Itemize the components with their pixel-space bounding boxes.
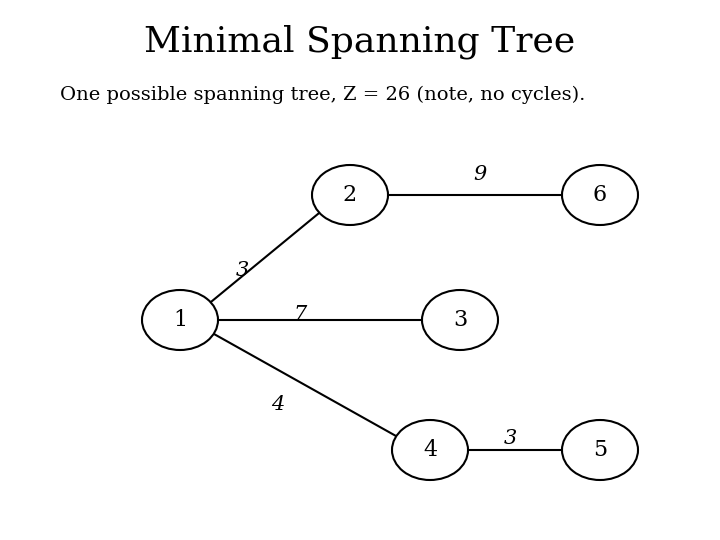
Text: 2: 2 bbox=[343, 184, 357, 206]
Text: 9: 9 bbox=[473, 165, 487, 185]
Text: 7: 7 bbox=[293, 306, 307, 325]
Text: 4: 4 bbox=[271, 395, 284, 415]
Text: 3: 3 bbox=[235, 260, 248, 280]
Ellipse shape bbox=[422, 290, 498, 350]
Ellipse shape bbox=[562, 420, 638, 480]
Ellipse shape bbox=[392, 420, 468, 480]
Text: Minimal Spanning Tree: Minimal Spanning Tree bbox=[145, 25, 575, 59]
Ellipse shape bbox=[562, 165, 638, 225]
Text: 4: 4 bbox=[423, 439, 437, 461]
Ellipse shape bbox=[142, 290, 218, 350]
Text: 3: 3 bbox=[453, 309, 467, 331]
Ellipse shape bbox=[312, 165, 388, 225]
Text: 6: 6 bbox=[593, 184, 607, 206]
Text: 1: 1 bbox=[173, 309, 187, 331]
Text: 3: 3 bbox=[503, 429, 517, 448]
Text: One possible spanning tree, Z = 26 (note, no cycles).: One possible spanning tree, Z = 26 (note… bbox=[60, 86, 585, 104]
Text: 5: 5 bbox=[593, 439, 607, 461]
